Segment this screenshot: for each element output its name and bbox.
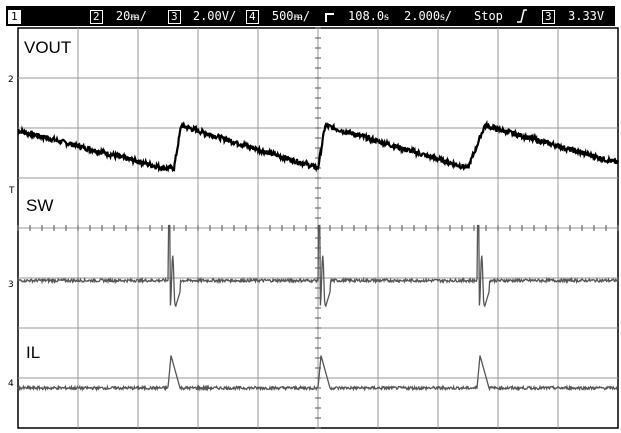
marker-ch4: 4 <box>8 379 14 389</box>
trace-sw <box>17 224 619 308</box>
marker-ch2: 2 <box>8 75 14 85</box>
trigger-level: 3.33V <box>568 9 605 23</box>
ch2-number: 2 <box>90 10 103 24</box>
time-scale: 2.000ᵴ/ <box>404 9 453 23</box>
ch3-indicator: 3 2.00V/ <box>168 9 236 24</box>
ch2-indicator: 2 20ᵯ/ <box>90 9 147 24</box>
label-vout: VOUT <box>24 38 71 57</box>
marker-trigger: T <box>8 186 15 196</box>
ch2-scale: 20ᵯ/ <box>115 9 147 23</box>
ch4-number: 4 <box>246 10 259 24</box>
run-state: Stop <box>474 9 503 23</box>
trigger-source: 3 <box>542 9 555 24</box>
ch1-number: 1 <box>8 10 21 24</box>
trigger-slope-icon <box>516 9 528 26</box>
ch4-scale: 500ᵯ/ <box>271 9 311 23</box>
ch3-scale: 2.00V/ <box>192 9 237 23</box>
marker-ch3: 3 <box>8 280 14 290</box>
trace-il <box>17 355 619 392</box>
trigger-arrow-icon <box>324 9 336 26</box>
ch4-indicator: 4 500ᵯ/ <box>246 9 310 24</box>
trace-vout <box>17 119 620 173</box>
status-bar: 1 2 20ᵯ/ 3 2.00V/ 4 500ᵯ/ 108.0ᵴ 2.000ᵴ/… <box>6 6 615 26</box>
label-il: IL <box>26 343 40 362</box>
time-delay: 108.0ᵴ <box>348 9 389 23</box>
ch1-indicator: 1 <box>8 9 21 24</box>
ch3-number: 3 <box>168 10 181 24</box>
traces <box>17 119 620 392</box>
label-sw: SW <box>26 196 53 215</box>
